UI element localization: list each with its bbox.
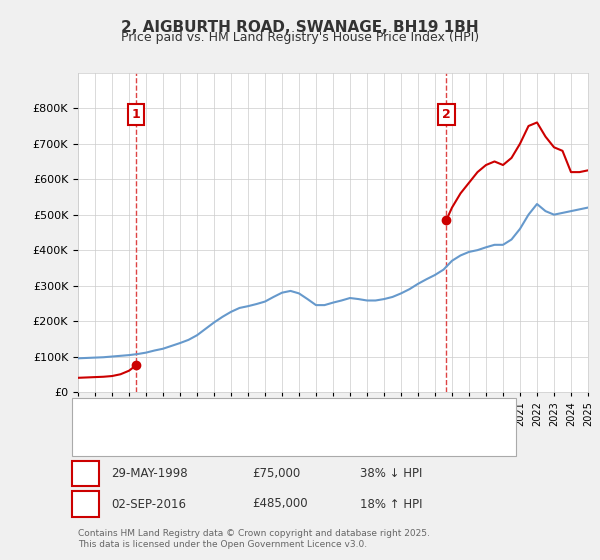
Text: HPI: Average price, detached house, Dorset: HPI: Average price, detached house, Dors… [120, 429, 347, 439]
Text: 2, AIGBURTH ROAD, SWANAGE, BH19 1BH (detached house): 2, AIGBURTH ROAD, SWANAGE, BH19 1BH (det… [120, 409, 434, 419]
Text: 2: 2 [442, 108, 451, 121]
Text: 2: 2 [81, 497, 90, 511]
Text: 02-SEP-2016: 02-SEP-2016 [111, 497, 186, 511]
Text: 38% ↓ HPI: 38% ↓ HPI [360, 466, 422, 480]
Text: 29-MAY-1998: 29-MAY-1998 [111, 466, 188, 480]
Text: 1: 1 [81, 466, 90, 480]
Text: Price paid vs. HM Land Registry's House Price Index (HPI): Price paid vs. HM Land Registry's House … [121, 31, 479, 44]
Text: 2, AIGBURTH ROAD, SWANAGE, BH19 1BH: 2, AIGBURTH ROAD, SWANAGE, BH19 1BH [121, 20, 479, 35]
Text: 18% ↑ HPI: 18% ↑ HPI [360, 497, 422, 511]
Text: Contains HM Land Registry data © Crown copyright and database right 2025.
This d: Contains HM Land Registry data © Crown c… [78, 529, 430, 549]
Text: £485,000: £485,000 [252, 497, 308, 511]
Text: 1: 1 [131, 108, 140, 121]
Text: £75,000: £75,000 [252, 466, 300, 480]
